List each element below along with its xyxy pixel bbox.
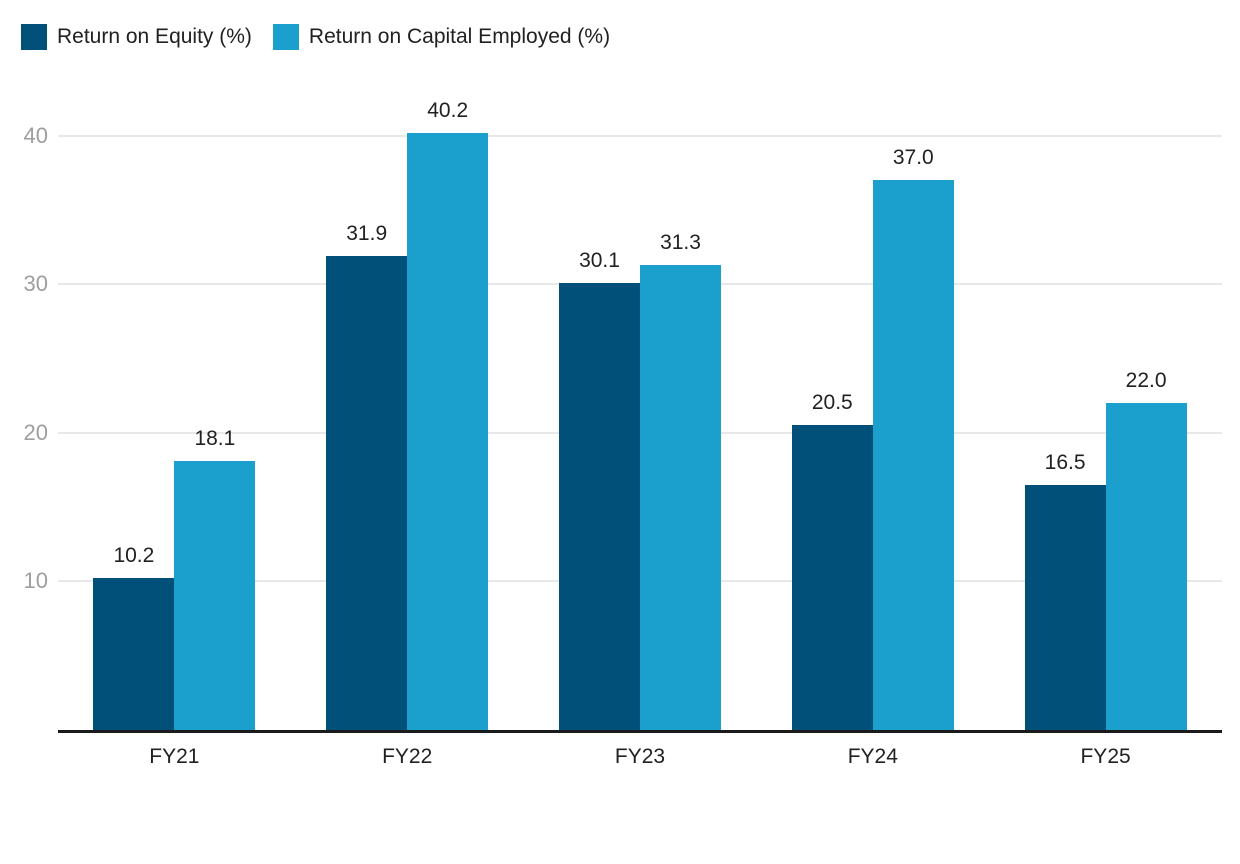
x-axis-label-fy23: FY23	[614, 745, 666, 768]
bar-value-label: 30.1	[579, 248, 620, 272]
bar-fy23-series2	[640, 264, 721, 730]
bar-value-label: 10.2	[113, 544, 155, 568]
x-axis-line	[58, 730, 1222, 733]
bar-fy22-series1	[326, 255, 408, 730]
gridline-40	[58, 134, 1222, 137]
x-axis-label-fy21: FY21	[149, 745, 200, 768]
legend-swatch-return-on-equity	[21, 24, 47, 50]
bar-fy21-series2	[174, 461, 256, 730]
y-tick-label-40: 40	[23, 122, 48, 148]
y-tick-label-30: 30	[23, 271, 48, 297]
bar-value-label: 37.0	[892, 146, 934, 170]
x-axis-label-fy25: FY25	[1080, 745, 1131, 768]
bar-value-label: 20.5	[811, 391, 853, 415]
legend-label: Return on Equity (%)	[57, 25, 252, 48]
y-tick-label-10: 10	[23, 568, 48, 594]
bar-value-label: 31.9	[346, 221, 388, 245]
legend-item-return-on-capital-employed: Return on Capital Employed (%)	[272, 24, 611, 50]
bar-fy25-series1	[1024, 484, 1106, 730]
bar-fy24-series1	[791, 425, 873, 730]
legend-item-return-on-equity: Return on Equity (%)	[21, 24, 252, 50]
x-axis-label-fy22: FY22	[382, 745, 433, 768]
legend: Return on Equity (%) Return on Capital E…	[21, 24, 610, 50]
bar-value-label: 40.2	[427, 98, 469, 122]
y-tick-label-20: 20	[23, 419, 48, 445]
bar-value-label: 31.3	[660, 230, 701, 254]
bar-value-label: 22.0	[1125, 369, 1167, 393]
legend-swatch-return-on-capital-employed	[272, 24, 299, 50]
bar-fy24-series2	[872, 180, 954, 730]
bar-fy23-series1	[559, 282, 640, 730]
bar-value-label: 18.1	[194, 427, 236, 451]
bar-fy21-series1	[93, 578, 175, 730]
legend-label: Return on Capital Employed (%)	[308, 25, 611, 48]
bar-fy22-series2	[407, 132, 489, 730]
bar-value-label: 16.5	[1044, 450, 1086, 474]
x-axis-label-fy24: FY24	[847, 745, 898, 768]
bar-fy25-series2	[1105, 403, 1187, 730]
